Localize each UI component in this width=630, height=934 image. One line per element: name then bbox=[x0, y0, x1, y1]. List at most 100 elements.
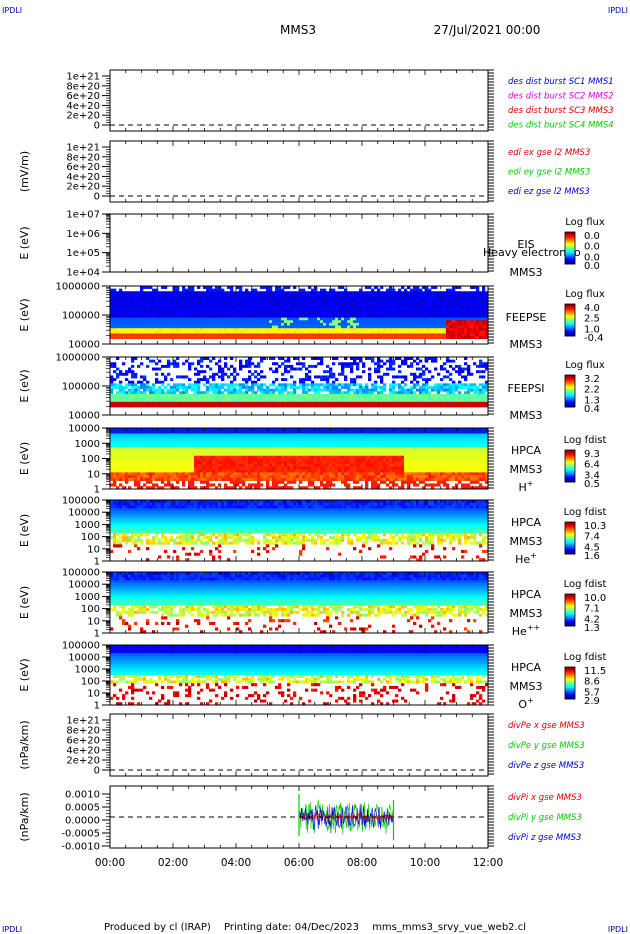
heatmap-cell bbox=[182, 444, 186, 448]
heatmap-cell bbox=[461, 322, 465, 326]
heatmap-cell bbox=[362, 388, 366, 392]
heatmap-cell bbox=[314, 301, 318, 305]
heatmap-cell bbox=[143, 304, 147, 308]
heatmap-cell bbox=[173, 452, 177, 457]
heatmap-cell bbox=[320, 383, 324, 387]
heatmap-cell bbox=[254, 391, 258, 395]
heatmap-cell bbox=[212, 393, 216, 397]
heatmap-cell bbox=[110, 362, 114, 366]
heatmap-cell bbox=[224, 401, 228, 405]
heatmap-cell bbox=[344, 301, 348, 305]
heatmap-cell bbox=[152, 315, 156, 318]
heatmap-cell bbox=[317, 322, 321, 326]
heatmap-cell bbox=[299, 301, 303, 305]
heatmap-cell bbox=[134, 322, 138, 326]
heatmap-cell bbox=[251, 317, 255, 321]
colorbar-step bbox=[565, 323, 575, 325]
heatmap-cell bbox=[263, 404, 267, 408]
heatmap-cell bbox=[128, 401, 132, 405]
heatmap-cell bbox=[431, 312, 435, 316]
heatmap-cell bbox=[203, 293, 207, 297]
heatmap-cell bbox=[317, 393, 321, 397]
heatmap-cell bbox=[185, 288, 189, 292]
heatmap-cell bbox=[350, 370, 354, 374]
heatmap-cell bbox=[194, 336, 198, 340]
heatmap-cell bbox=[359, 328, 363, 332]
heatmap-cell bbox=[308, 328, 312, 332]
heatmap-cell bbox=[362, 301, 366, 305]
heatmap-cell bbox=[470, 317, 474, 321]
heatmap-cell bbox=[389, 312, 393, 316]
heatmap-cell bbox=[140, 325, 144, 329]
heatmap-cell bbox=[242, 364, 246, 368]
heatmap-cell bbox=[443, 301, 447, 305]
heatmap-cell bbox=[236, 293, 240, 297]
heatmap-cell bbox=[422, 388, 426, 392]
heatmap-cell bbox=[134, 388, 138, 392]
heatmap-cell bbox=[215, 333, 219, 337]
heatmap-cell bbox=[308, 320, 312, 324]
heatmap-cell bbox=[209, 293, 213, 297]
heatmap-cell bbox=[479, 396, 483, 400]
heatmap-cell bbox=[152, 458, 156, 462]
heatmap-cell bbox=[182, 461, 186, 465]
heatmap-cell bbox=[356, 328, 360, 332]
heatmap-cell bbox=[389, 367, 393, 371]
heatmap-cell bbox=[113, 317, 117, 321]
heatmap-cell bbox=[314, 322, 318, 326]
heatmap-cell bbox=[206, 293, 210, 297]
heatmap-cell bbox=[446, 309, 450, 313]
heatmap-cell bbox=[269, 296, 273, 300]
heatmap-cell bbox=[215, 320, 219, 324]
heatmap-cell bbox=[179, 309, 183, 313]
heatmap-cell bbox=[218, 304, 222, 308]
heatmap-cell bbox=[443, 291, 447, 295]
heatmap-cell bbox=[308, 293, 312, 297]
heatmap-cell bbox=[173, 466, 177, 470]
heatmap-cell bbox=[134, 325, 138, 329]
heatmap-cell bbox=[320, 375, 324, 379]
heatmap-cell bbox=[302, 299, 306, 303]
heatmap-cell bbox=[167, 452, 171, 457]
heatmap-cell bbox=[374, 330, 378, 334]
heatmap-cell bbox=[419, 401, 423, 405]
heatmap-cell bbox=[266, 388, 270, 392]
heatmap-cell bbox=[323, 375, 327, 379]
heatmap-cell bbox=[422, 286, 426, 289]
heatmap-cell bbox=[233, 370, 237, 374]
heatmap-cell bbox=[197, 380, 201, 384]
heatmap-cell bbox=[452, 391, 456, 395]
heatmap-cell bbox=[212, 312, 216, 316]
heatmap-cell bbox=[440, 320, 444, 324]
heatmap-cell bbox=[389, 404, 393, 408]
heatmap-cell bbox=[260, 309, 264, 313]
heatmap-cell bbox=[251, 388, 255, 392]
heatmap-cell bbox=[155, 291, 159, 295]
heatmap-cell bbox=[440, 364, 444, 368]
heatmap-cell bbox=[290, 386, 294, 389]
heatmap-cell bbox=[176, 396, 180, 400]
heatmap-cell bbox=[179, 307, 183, 311]
heatmap-cell bbox=[482, 322, 486, 326]
heatmap-cell bbox=[443, 299, 447, 303]
heatmap-cell bbox=[299, 378, 303, 382]
heatmap-cell bbox=[170, 317, 174, 321]
heatmap-cell bbox=[116, 433, 120, 437]
heatmap-cell bbox=[197, 322, 201, 326]
heatmap-cell bbox=[116, 330, 120, 334]
heatmap-cell bbox=[395, 399, 399, 403]
heatmap-cell bbox=[281, 304, 285, 308]
heatmap-cell bbox=[428, 328, 432, 332]
heatmap-cell bbox=[182, 288, 186, 292]
heatmap-cell bbox=[431, 388, 435, 392]
heatmap-cell bbox=[257, 312, 261, 316]
heatmap-cell bbox=[281, 404, 285, 408]
heatmap-cell bbox=[158, 452, 162, 457]
heatmap-cell bbox=[296, 401, 300, 405]
heatmap-cell bbox=[449, 391, 453, 395]
heatmap-cell bbox=[209, 296, 213, 300]
heatmap-cell bbox=[167, 404, 171, 408]
heatmap-cell bbox=[482, 291, 486, 295]
heatmap-cell bbox=[353, 322, 357, 326]
heatmap-cell bbox=[224, 383, 228, 387]
